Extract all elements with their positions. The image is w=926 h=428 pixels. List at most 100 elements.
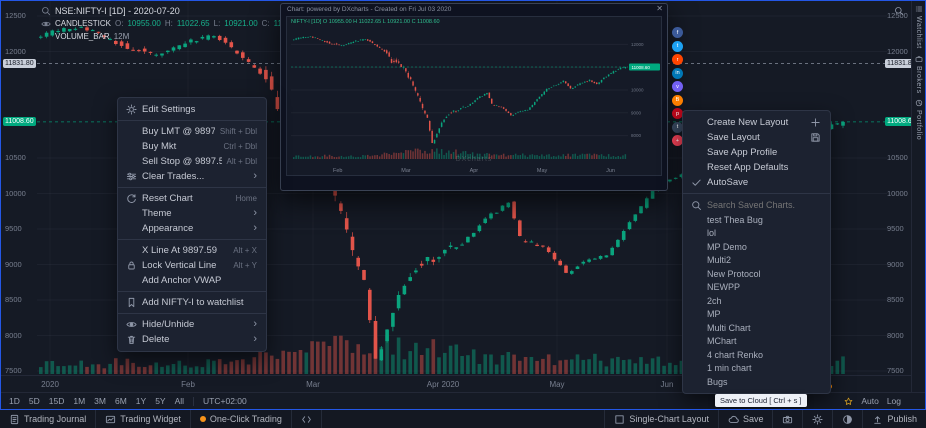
saved-charts-search-input[interactable] bbox=[707, 200, 824, 210]
menu-item-x-line-at-9897-59[interactable]: X Line At 9897.59 Alt + X bbox=[142, 245, 257, 256]
legend-symbol-row[interactable]: NSE:NIFTY-I [1D] - 2020-07-20 bbox=[41, 4, 306, 17]
save-button[interactable]: Save bbox=[717, 410, 773, 428]
price-scale-right[interactable]: 12500 12000 10500 10000 9500 9000 8500 8000 7500… bbox=[884, 1, 918, 376]
saved-chart-test-thea-bug[interactable]: test Thea Bug bbox=[707, 214, 763, 225]
time-label: Jun bbox=[660, 380, 674, 389]
rail-tab-brokers[interactable]: Brokers bbox=[915, 55, 923, 93]
gear-icon bbox=[812, 413, 824, 425]
one-click-trading-button[interactable]: One-Click Trading bbox=[191, 410, 292, 428]
saved-chart-newpp[interactable]: NEWPP bbox=[707, 282, 741, 293]
saved-chart-mp[interactable]: MP bbox=[707, 309, 721, 320]
eye-icon bbox=[41, 19, 51, 29]
settings-button[interactable] bbox=[802, 410, 832, 428]
code-brackets-button[interactable] bbox=[292, 410, 322, 428]
popup-mini-chart: 1200011000100009000800011008.60 bbox=[291, 36, 660, 159]
share-linkedin-icon[interactable]: in bbox=[672, 67, 683, 79]
menu-item-delete[interactable]: Delete › bbox=[118, 332, 266, 347]
rail-tab-watchlist[interactable]: Watchlist bbox=[915, 5, 923, 49]
price-tick: 10000 bbox=[887, 188, 908, 198]
share-twitter-icon[interactable]: t bbox=[672, 40, 683, 52]
popup-month-label: May bbox=[536, 168, 548, 174]
saved-chart-4-chart-renko[interactable]: 4 chart Renko bbox=[707, 349, 764, 360]
eye-icon bbox=[126, 322, 137, 327]
menu-item-create-new-layout[interactable]: Create New Layout bbox=[683, 115, 830, 130]
saved-chart-mp-demo[interactable]: MP Demo bbox=[707, 241, 747, 252]
search-icon-right[interactable] bbox=[894, 6, 904, 16]
menu-item-autosave[interactable]: AutoSave bbox=[683, 175, 830, 190]
time-axis[interactable]: 2020 Feb Mar Apr 2020 May Jun bbox=[1, 375, 911, 392]
contrast-icon bbox=[842, 414, 853, 425]
close-label: C: bbox=[261, 19, 270, 28]
range-6m-button[interactable]: 6M bbox=[114, 396, 127, 406]
trading-journal-button[interactable]: Trading Journal bbox=[0, 410, 97, 428]
cloud-icon bbox=[728, 414, 739, 425]
menu-item-buy-mkt[interactable]: Buy Mkt Ctrl + Dbl bbox=[142, 141, 257, 152]
share-reddit-icon[interactable]: r bbox=[672, 54, 683, 65]
menu-item-reset-chart[interactable]: Reset Chart Home bbox=[118, 191, 266, 206]
menu-item-add-nifty-i-to-watchlist[interactable]: Add NIFTY-I to watchlist bbox=[118, 295, 266, 310]
timezone-button[interactable]: UTC+02:00 bbox=[203, 396, 247, 406]
range-5d-button[interactable]: 5D bbox=[28, 396, 40, 406]
share-viber-icon[interactable]: v bbox=[672, 81, 683, 92]
menu-item-edit-settings[interactable]: Edit Settings bbox=[118, 102, 266, 117]
menu-item-save-layout[interactable]: Save Layout bbox=[683, 130, 830, 145]
menu-item-reset-app-defaults[interactable]: Reset App Defaults bbox=[707, 162, 789, 173]
high-value: 11022.65 bbox=[176, 19, 210, 28]
saved-chart-multi2[interactable]: Multi2 bbox=[707, 255, 732, 266]
menu-item-theme[interactable]: Theme › bbox=[142, 207, 257, 220]
legend-series-row[interactable]: CANDLESTICK O: 10955.00 H: 11022.65 L: 1092… bbox=[41, 17, 306, 30]
menu-item-add-anchor-vwap[interactable]: Add Anchor VWAP bbox=[142, 275, 222, 286]
share-pinterest-icon[interactable]: p bbox=[672, 108, 683, 119]
range-15d-button[interactable]: 15D bbox=[48, 396, 65, 406]
svg-text:11008.60: 11008.60 bbox=[632, 65, 651, 70]
range-1m-button[interactable]: 1M bbox=[73, 396, 86, 406]
menu-item-sell-stop-9897-59[interactable]: Sell Stop @ 9897.59 Alt + Dbl bbox=[142, 156, 257, 167]
share-pocket-icon[interactable]: + bbox=[672, 135, 683, 146]
share-blogger-icon[interactable]: B bbox=[672, 94, 683, 106]
menu-item-lock-vertical-line[interactable]: Lock Vertical Line Alt + Y bbox=[118, 258, 266, 273]
search-icon bbox=[41, 6, 51, 16]
star-icon[interactable] bbox=[844, 397, 853, 406]
save-tooltip: Save to Cloud [ Ctrl + s ] bbox=[715, 394, 807, 407]
range-1d-button[interactable]: 1D bbox=[9, 396, 20, 406]
time-label: Apr 2020 bbox=[426, 380, 460, 389]
svg-text:10000: 10000 bbox=[631, 88, 644, 93]
saved-chart-multi-chart[interactable]: Multi Chart bbox=[707, 322, 751, 333]
rail-tab-portfolio[interactable]: Portfolio bbox=[915, 99, 923, 140]
legend-volume-row[interactable]: VOLUME_BAR 12M bbox=[41, 30, 306, 43]
menu-item-clear-trades[interactable]: Clear Trades... › bbox=[118, 169, 266, 184]
menu-item-appearance[interactable]: Appearance › bbox=[142, 222, 257, 235]
auto-scale-button[interactable]: Auto bbox=[861, 396, 879, 406]
price-tick: 12000 bbox=[5, 46, 26, 56]
price-tick: 9000 bbox=[5, 259, 22, 269]
publish-button[interactable]: Publish bbox=[862, 410, 926, 428]
saved-chart-1-min-chart[interactable]: 1 min chart bbox=[707, 363, 752, 374]
range-all-button[interactable]: All bbox=[174, 396, 185, 406]
saved-charts-search[interactable] bbox=[683, 197, 830, 213]
range-3m-button[interactable]: 3M bbox=[94, 396, 106, 406]
saved-chart-bugs[interactable]: Bugs bbox=[707, 376, 728, 387]
menu-item-hide-unhide[interactable]: Hide/Unhide › bbox=[118, 317, 266, 332]
log-scale-button[interactable]: Log bbox=[886, 396, 901, 406]
share-tumblr-icon[interactable]: t bbox=[672, 121, 683, 133]
plus-icon bbox=[811, 118, 820, 127]
chart-panel[interactable]: 12500 12000 10500 10000 9500 9000 8500 8000 7500… bbox=[0, 0, 926, 410]
saved-chart-lol[interactable]: lol bbox=[707, 228, 717, 239]
saved-chart-2ch[interactable]: 2ch bbox=[707, 295, 722, 306]
range-1y-button[interactable]: 1Y bbox=[135, 396, 147, 406]
saved-chart-mchart[interactable]: MChart bbox=[707, 336, 737, 347]
range-5y-button[interactable]: 5Y bbox=[155, 396, 166, 406]
popup-month-label: Jun bbox=[606, 168, 615, 174]
saved-chart-new-protocol[interactable]: New Protocol bbox=[707, 268, 761, 279]
theme-toggle-button[interactable] bbox=[832, 410, 862, 428]
trading-widget-button[interactable]: Trading Widget bbox=[96, 410, 191, 428]
widget-icon bbox=[105, 414, 116, 425]
menu-item-buy-lmt-9897-59[interactable]: Buy LMT @ 9897.59Shift + Dbl bbox=[142, 126, 257, 137]
single-chart-layout-button[interactable]: Single-Chart Layout bbox=[604, 410, 718, 428]
screenshot-button[interactable] bbox=[772, 410, 802, 428]
menu-item-save-app-profile[interactable]: Save App Profile bbox=[707, 147, 778, 158]
close-icon[interactable]: ✕ bbox=[656, 4, 663, 13]
volume-series-label: VOLUME_BAR bbox=[55, 32, 110, 41]
share-facebook-icon[interactable]: f bbox=[672, 27, 683, 38]
price-scale-left[interactable]: 12500 12000 10500 10000 9500 9000 8500 8000 7500… bbox=[2, 1, 36, 376]
